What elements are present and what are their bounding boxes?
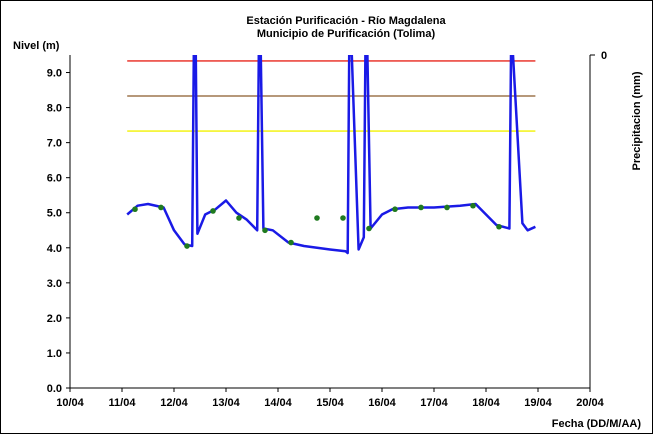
x-tick-label: 10/04 bbox=[56, 397, 84, 409]
y-axis-label: Nivel (m) bbox=[13, 40, 60, 52]
level-observation-point bbox=[418, 204, 424, 211]
x-tick-label: 14/04 bbox=[264, 397, 292, 409]
x-tick-label: 17/04 bbox=[420, 397, 448, 409]
y-tick-label: 2.0 bbox=[47, 313, 62, 325]
level-observation-point bbox=[288, 239, 294, 246]
y-tick-label: 5.0 bbox=[47, 208, 62, 220]
level-observation-point bbox=[496, 223, 502, 230]
x-tick-label: 13/04 bbox=[212, 397, 240, 409]
x-tick-label: 20/04 bbox=[576, 397, 604, 409]
y-tick-label: 7.0 bbox=[47, 138, 62, 150]
chart-title: Estación Purificación - Río Magdalena bbox=[246, 15, 446, 27]
level-observation-point bbox=[132, 206, 138, 213]
level-series-line bbox=[126, 55, 536, 255]
x-tick-label: 19/04 bbox=[524, 397, 552, 409]
level-observation-point bbox=[314, 215, 320, 221]
level-observation-point bbox=[158, 204, 164, 211]
y-tick-label: 9.0 bbox=[47, 68, 62, 80]
x-tick-label: 18/04 bbox=[472, 397, 500, 409]
plot-area: 0.0 1.0 2.0 3.0 4.0 5.0 6.0 7.0 8.0 9.0 10/04 11/04… bbox=[47, 54, 605, 409]
level-observation-point bbox=[236, 215, 242, 221]
level-observation-point bbox=[366, 225, 372, 232]
x-axis-label: Fecha (DD/M/AA) bbox=[552, 418, 642, 430]
level-observation-point bbox=[210, 208, 216, 214]
y2-tick-label: 0 bbox=[601, 50, 607, 62]
x-tick-label: 12/04 bbox=[160, 397, 188, 409]
level-observation-point bbox=[262, 227, 268, 234]
y-tick-label: 0.0 bbox=[47, 383, 62, 395]
y-tick-label: 4.0 bbox=[47, 243, 62, 255]
level-observation-point bbox=[184, 243, 190, 249]
x-tick-label: 11/04 bbox=[109, 397, 137, 409]
y-tick-label: 8.0 bbox=[47, 103, 62, 115]
x-tick-label: 16/04 bbox=[368, 397, 396, 409]
level-observation-point bbox=[444, 204, 450, 211]
x-tick-label: 15/04 bbox=[316, 397, 344, 409]
y-tick-label: 6.0 bbox=[47, 173, 62, 185]
level-observation-point bbox=[392, 206, 398, 213]
y-tick-label: 1.0 bbox=[47, 348, 62, 360]
chart-subtitle: Municipio de Purificación (Tolima) bbox=[257, 28, 436, 40]
level-observation-point bbox=[470, 202, 476, 209]
y2-axis-label: Precipitacion (mm) bbox=[631, 71, 643, 170]
y-tick-label: 3.0 bbox=[47, 278, 62, 290]
level-observation-point bbox=[340, 215, 346, 221]
